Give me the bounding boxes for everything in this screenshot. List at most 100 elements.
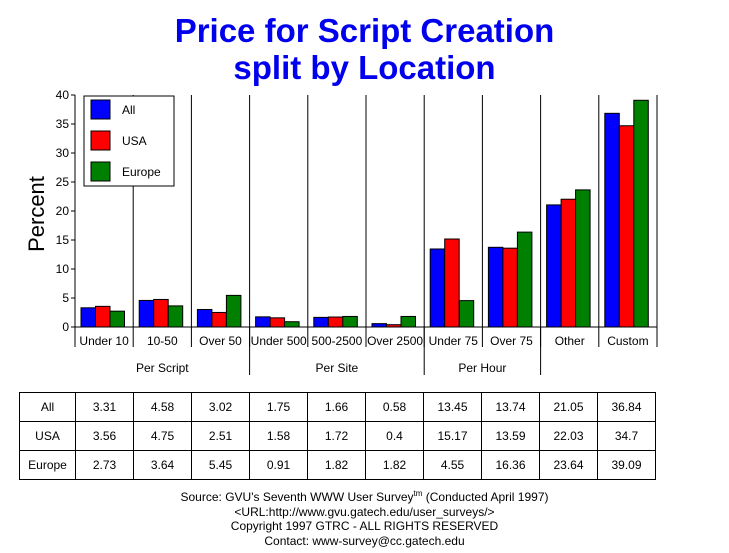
table-cell: 13.45 [423,392,482,422]
legend-label: All [122,103,135,117]
bar-europe [167,305,184,328]
bar-usa [327,316,344,328]
y-tick-label: 40 [56,88,70,102]
bar-usa [269,317,286,328]
table-cell: 39.09 [597,450,656,480]
bar-usa [502,247,518,328]
table-cell: 13.74 [481,392,540,422]
table-cell: 4.58 [133,392,192,422]
y-tick-label: 15 [56,233,70,247]
table-cell: 1.82 [365,450,424,480]
legend-swatch-usa [90,130,111,151]
source-footer: Source: GVU's Seventh WWW User Surveytm … [0,487,729,548]
data-table: All 3.31 4.58 3.02 1.75 1.66 0.58 13.45 13.74 21.… [19,392,656,480]
table-cell: 3.02 [191,392,250,422]
x-tick-label: 500-2500 [312,334,363,348]
bar-all [80,307,96,328]
table-cell: 1.66 [307,392,366,422]
chart-title-line1: Price for Script Creation [174,12,555,49]
copyright-line: Copyright 1997 GTRC - ALL RIGHTS RESERVE… [230,519,499,533]
y-tick-label: 0 [62,320,69,334]
x-tick-label: Other [555,334,585,348]
y-tick-label: 5 [62,291,69,305]
bar-all [138,299,155,328]
bar-all [604,112,620,328]
table-cell: 15.17 [423,421,482,451]
y-tick-label: 25 [56,175,70,189]
legend-label: USA [122,134,147,148]
table-row: Europe 2.73 3.64 5.45 0.91 1.82 1.82 4.55 16.36 2… [19,450,656,480]
legend-swatch-all [90,99,111,120]
table-cell: 21.05 [539,392,598,422]
table-cell: 1.82 [307,450,366,480]
bar-europe [400,315,416,328]
bar-all [196,308,213,328]
bar-europe [225,294,242,328]
legend-label: Europe [122,165,161,179]
table-cell: 23.64 [539,450,598,480]
table-row-label: Europe [19,450,76,480]
source-url: <URL:http://www.gvu.gatech.edu/user_surv… [234,504,495,519]
y-tick-label: 20 [56,204,70,218]
table-cell: 34.7 [597,421,656,451]
bar-all [487,246,504,328]
y-tick-label: 35 [56,117,70,131]
bar-usa [153,298,169,328]
bar-all [429,248,446,328]
y-tick-label: 10 [56,262,70,276]
table-cell: 5.45 [191,450,250,480]
x-tick-label: Under 75 [429,334,479,348]
table-cell: 36.84 [597,392,656,422]
chart-title: Price for Script Creation split by Locat… [0,12,729,86]
table-cell: 22.03 [539,421,598,451]
source-line: Source: GVU's Seventh WWW User Surveytm … [180,489,549,504]
table-cell: 1.72 [307,421,366,451]
x-tick-label: Over 75 [490,334,533,348]
bar-all [255,316,271,328]
bar-usa [444,238,460,328]
table-row-label: All [19,392,76,422]
table-cell: 2.51 [191,421,250,451]
table-cell: 3.64 [133,450,192,480]
bar-europe [458,300,475,328]
bar-usa [618,125,635,328]
bar-europe [633,99,649,328]
x-tick-label: Under 500 [251,334,307,348]
table-cell: 2.73 [75,450,134,480]
bar-europe [342,315,358,328]
table-cell: 3.56 [75,421,134,451]
bar-europe [109,310,125,328]
table-cell: 4.75 [133,421,192,451]
group-label: Per Script [136,361,189,375]
table-cell: 1.75 [249,392,308,422]
group-label: Per Hour [458,361,506,375]
bar-chart: 0 5 10 15 20 25 30 35 40 Percent Under 10 10-50 Over… [24,88,658,375]
legend-swatch-europe [90,161,111,182]
table-row: All 3.31 4.58 3.02 1.75 1.66 0.58 13.45 13.74 21.… [19,392,656,422]
x-tick-label: Custom [607,334,648,348]
bar-all [371,323,387,328]
table-row-label: USA [19,421,76,451]
contact-line: Contact: www-survey@cc.gatech.edu [264,533,465,548]
y-tick-label: 30 [56,146,70,160]
x-tick-label: Over 50 [199,334,242,348]
bar-europe [575,189,591,328]
chart-title-line2: split by Location [233,49,496,86]
table-cell: 0.91 [249,450,308,480]
table-cell: 0.4 [365,421,424,451]
table-cell: 13.59 [481,421,540,451]
bar-usa [95,305,111,328]
x-tick-label: Under 10 [79,334,129,348]
bar-usa [560,198,577,328]
table-cell: 16.36 [481,450,540,480]
y-axis-label: Percent [24,176,49,252]
table-cell: 0.58 [365,392,424,422]
bar-europe [516,231,533,328]
bar-all [313,316,329,328]
group-label: Per Site [316,361,359,375]
table-cell: 1.58 [249,421,308,451]
x-tick-label: Over 2500 [367,334,423,348]
table-row: USA 3.56 4.75 2.51 1.58 1.72 0.4 15.17 13.59 22.0… [19,421,656,451]
bar-all [546,204,562,328]
table-cell: 3.31 [75,392,134,422]
